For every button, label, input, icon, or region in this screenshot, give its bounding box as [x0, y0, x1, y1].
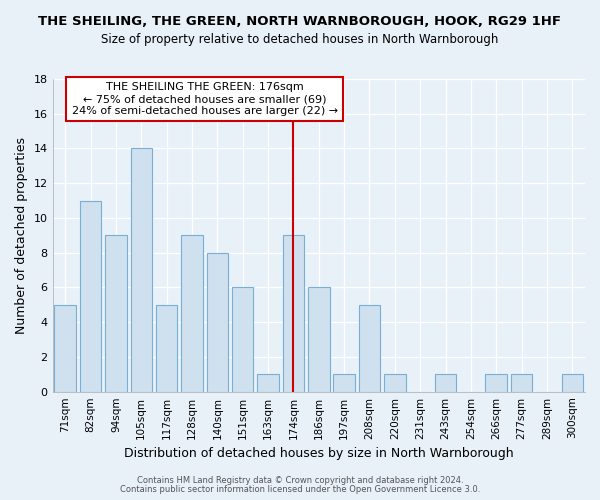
Bar [334, 374, 355, 392]
Bar [181, 236, 203, 392]
Bar [257, 374, 279, 392]
Bar [80, 200, 101, 392]
Bar [105, 236, 127, 392]
Bar [308, 288, 329, 392]
Bar [55, 305, 76, 392]
Text: Contains HM Land Registry data © Crown copyright and database right 2024.: Contains HM Land Registry data © Crown c… [137, 476, 463, 485]
Text: Size of property relative to detached houses in North Warnborough: Size of property relative to detached ho… [101, 32, 499, 46]
Bar [435, 374, 457, 392]
Bar [511, 374, 532, 392]
Bar [131, 148, 152, 392]
Y-axis label: Number of detached properties: Number of detached properties [15, 137, 28, 334]
Bar [232, 288, 253, 392]
Text: THE SHEILING THE GREEN: 176sqm
← 75% of detached houses are smaller (69)
24% of : THE SHEILING THE GREEN: 176sqm ← 75% of … [71, 82, 338, 116]
Bar [283, 236, 304, 392]
X-axis label: Distribution of detached houses by size in North Warnborough: Distribution of detached houses by size … [124, 447, 514, 460]
Bar [485, 374, 507, 392]
Bar [562, 374, 583, 392]
Text: THE SHEILING, THE GREEN, NORTH WARNBOROUGH, HOOK, RG29 1HF: THE SHEILING, THE GREEN, NORTH WARNBOROU… [38, 15, 562, 28]
Bar [206, 252, 228, 392]
Text: Contains public sector information licensed under the Open Government Licence 3.: Contains public sector information licen… [120, 484, 480, 494]
Bar [359, 305, 380, 392]
Bar [384, 374, 406, 392]
Bar [156, 305, 178, 392]
